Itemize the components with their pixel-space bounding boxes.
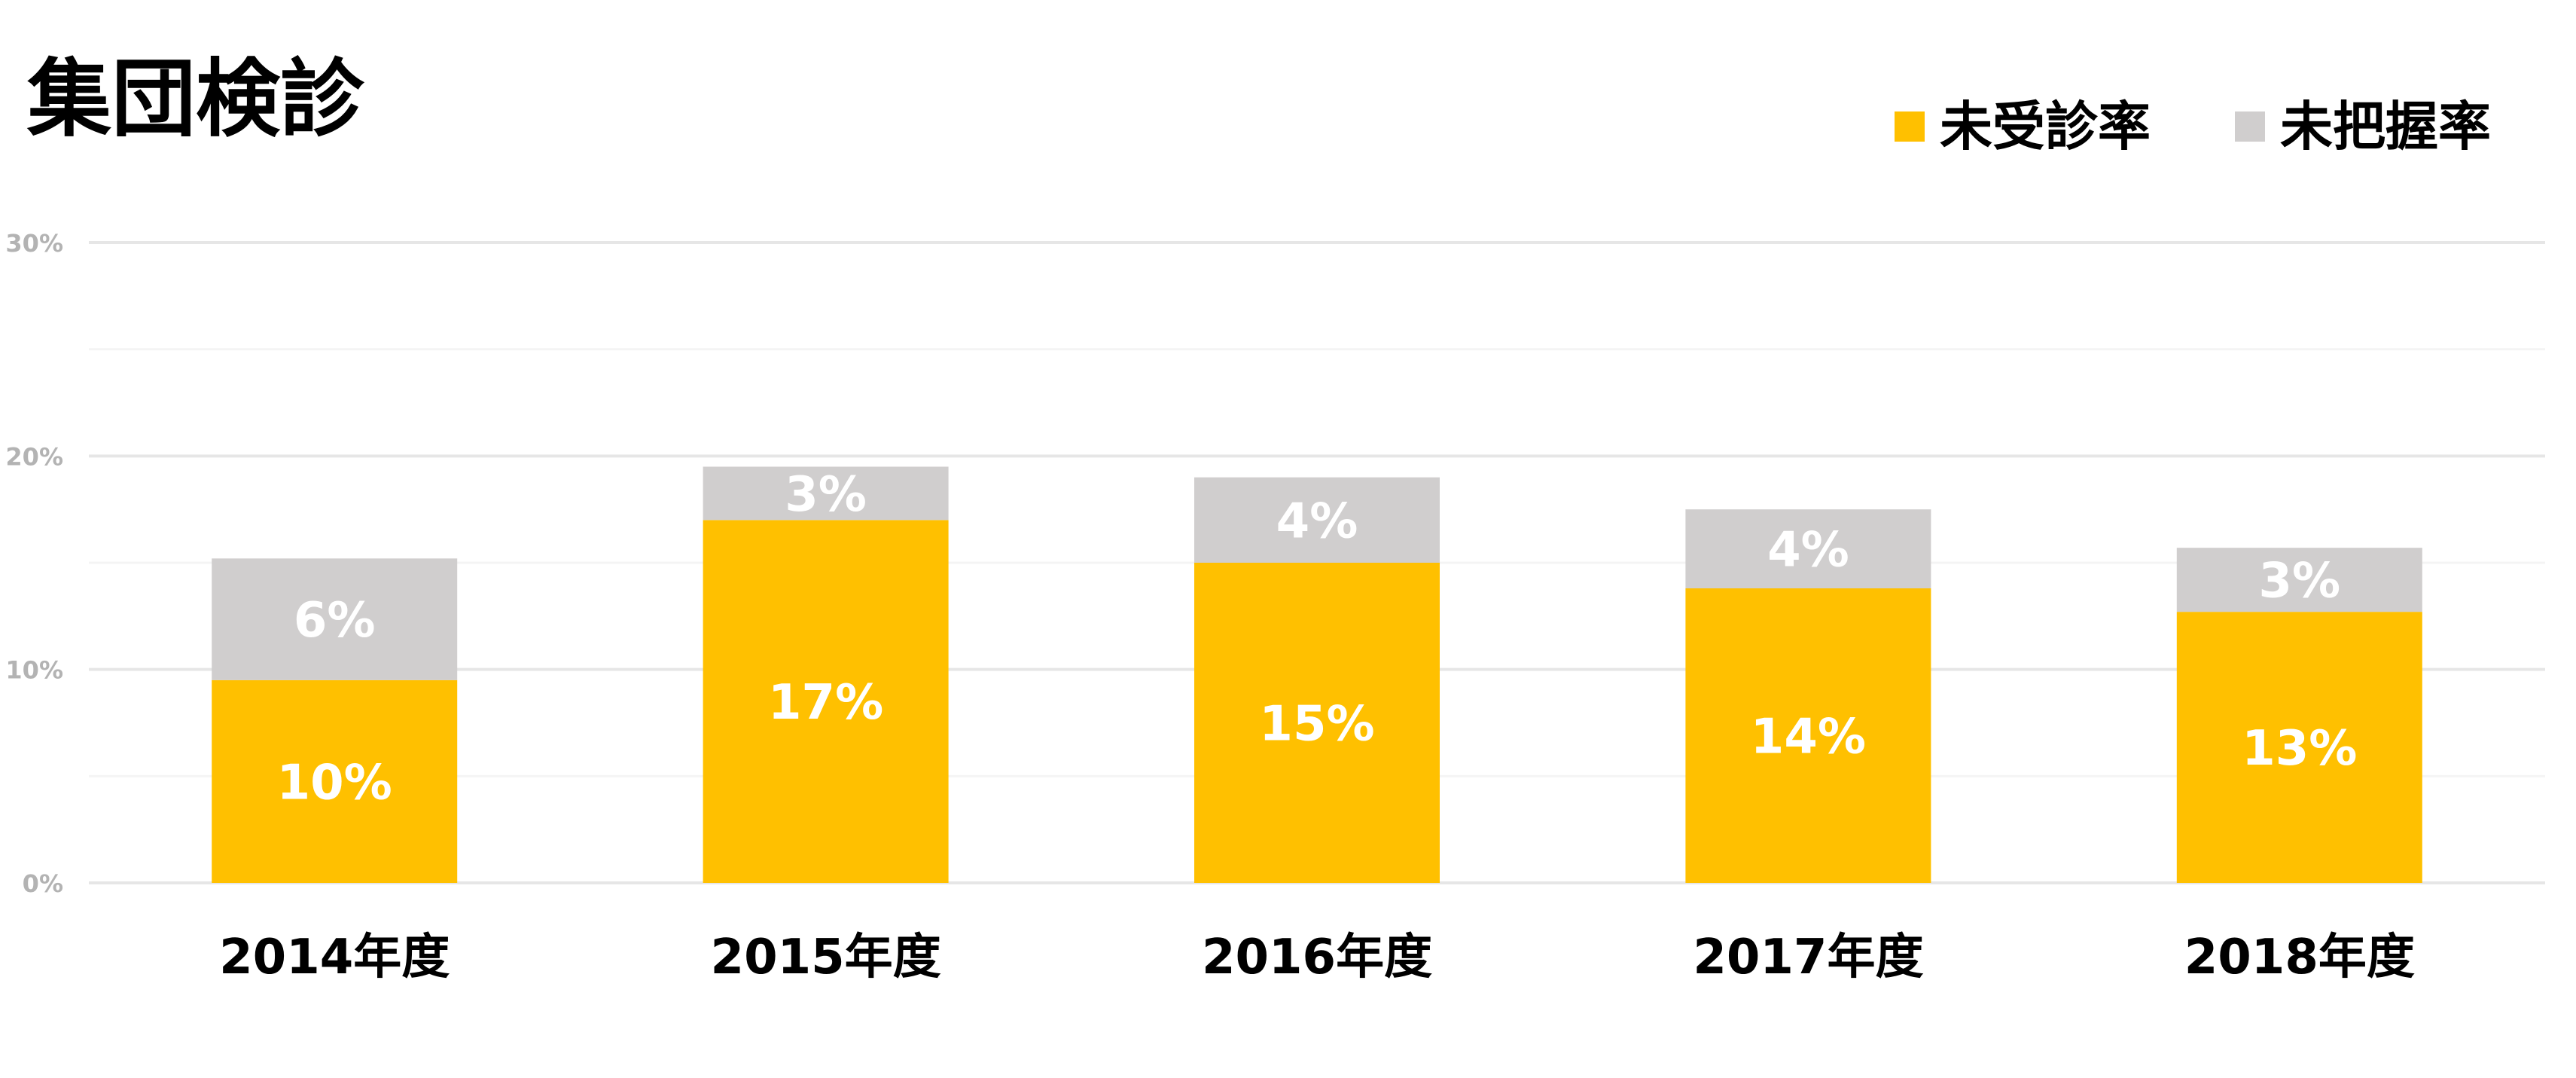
legend-label: 未受診率 xyxy=(1940,96,2151,157)
x-tick-label: 2016年度 xyxy=(1202,930,1432,985)
x-tick-label: 2015年度 xyxy=(711,930,941,985)
x-tick-label: 2018年度 xyxy=(2184,930,2415,985)
y-tick-label: 0% xyxy=(23,869,63,898)
y-axis-ticks: 0% 10% 20% 30% xyxy=(5,229,63,898)
x-axis-ticks: 2014年度 2015年度 2016年度 2017年度 2018年度 xyxy=(219,930,2415,985)
bar-segment xyxy=(703,466,949,521)
bar-segment xyxy=(1685,588,1931,883)
bar-data-label: 3% xyxy=(2258,554,2340,609)
x-tick-label: 2014年度 xyxy=(219,930,450,985)
legend-swatch xyxy=(1895,111,1925,142)
y-tick-label: 30% xyxy=(5,229,63,258)
x-tick-label: 2017年度 xyxy=(1693,930,1923,985)
y-tick-label: 20% xyxy=(5,442,63,471)
bar-data-label: 3% xyxy=(785,467,867,523)
bar-data-label: 10% xyxy=(277,755,392,811)
legend-label: 未把握率 xyxy=(2280,96,2491,157)
y-tick-label: 10% xyxy=(5,656,63,685)
bar-data-label: 4% xyxy=(1767,523,1849,579)
bar-segment xyxy=(1194,563,1440,883)
bar-data-label: 14% xyxy=(1751,710,1866,765)
bar-segment xyxy=(212,679,458,883)
bar-segment xyxy=(703,520,949,883)
bar-data-label: 15% xyxy=(1259,697,1374,753)
bars: 10% 6% 17% 3% 15% 4% 14% 4% 13% 3% xyxy=(212,466,2422,883)
bar-segment xyxy=(2176,612,2422,883)
bar-data-label: 6% xyxy=(294,593,376,649)
bar-data-label: 4% xyxy=(1276,493,1358,549)
chart-title: 集団検診 xyxy=(26,50,365,148)
legend-swatch xyxy=(2235,111,2265,142)
bar-data-label: 17% xyxy=(768,675,883,731)
bar-segment xyxy=(1685,509,1931,588)
bar-segment xyxy=(212,558,458,680)
legend: 未受診率 未把握率 xyxy=(1895,96,2491,157)
bar-data-label: 13% xyxy=(2242,721,2357,777)
bar-segment xyxy=(2176,548,2422,612)
bar-segment xyxy=(1194,477,1440,563)
